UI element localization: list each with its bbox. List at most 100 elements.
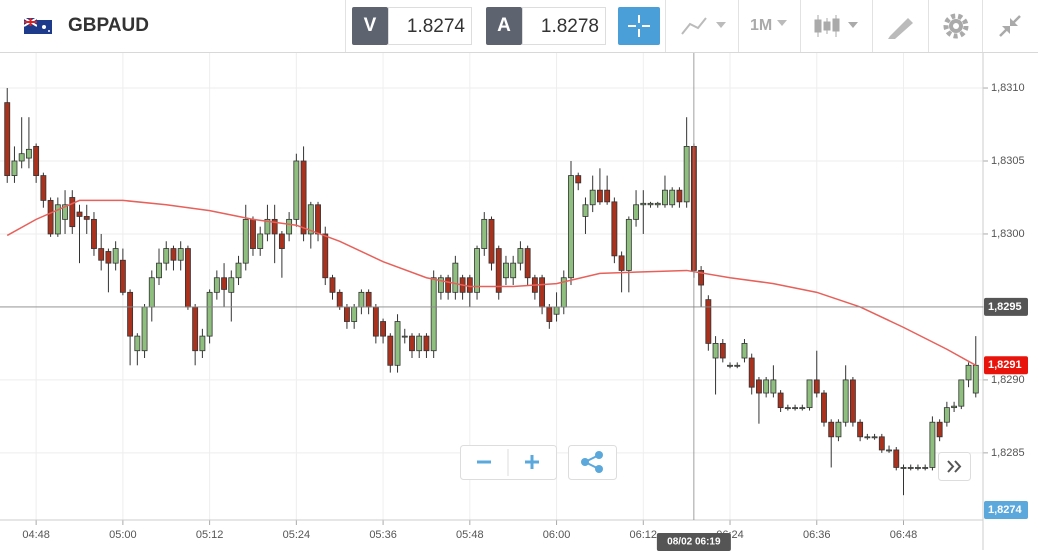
separator: [800, 0, 801, 52]
candle-body: [358, 291, 365, 308]
candle-body: [445, 277, 452, 293]
bid-tag-label: 1,8274: [988, 504, 1023, 516]
candle-body: [423, 335, 430, 352]
candle-body: [271, 218, 278, 235]
chart: 1,8285 1,8290 1,8295 1,8300 1,8305 1,8310 04:4…: [0, 53, 1028, 551]
candle-body: [4, 102, 11, 176]
candle-body: [625, 218, 632, 271]
collapse-button[interactable]: [996, 12, 1024, 40]
separator: [665, 0, 666, 52]
candle-body: [163, 248, 170, 264]
candle-body: [618, 255, 625, 271]
candle-body: [372, 306, 379, 337]
x-tick-label: 06:12: [630, 529, 658, 541]
y-tick-label: 1,8285: [991, 447, 1025, 459]
candle-body: [756, 379, 762, 394]
scroll-right-button[interactable]: [938, 452, 972, 482]
bid-tag: [984, 501, 1028, 519]
candle-body: [821, 392, 827, 423]
candle-body: [741, 343, 748, 359]
candle-body: [33, 146, 40, 176]
candle-body: [958, 379, 965, 407]
moving-average: [6, 199, 977, 366]
candle-body: [315, 204, 321, 235]
candle-body: [835, 421, 842, 438]
candle-body: [676, 189, 683, 203]
candle-body: [662, 189, 668, 206]
share-button[interactable]: [568, 445, 618, 481]
candle-body: [770, 379, 777, 394]
candle-body: [213, 277, 220, 293]
timeframe-button[interactable]: 1M: [750, 17, 773, 34]
last-price-tag: [984, 356, 1028, 375]
candle-body: [886, 449, 892, 452]
candle-body: [76, 211, 83, 217]
symbol: GBPAUD: [68, 15, 149, 36]
flag-icon: [24, 18, 52, 34]
candle-body: [553, 306, 560, 315]
candle-body: [640, 202, 647, 206]
x-tick-label: 06:00: [543, 529, 571, 541]
candle-body: [712, 343, 719, 359]
candle-body: [936, 421, 943, 438]
last-price-label: 1,8291: [988, 359, 1022, 371]
candle-body: [871, 436, 878, 439]
candle-button[interactable]: [812, 12, 862, 40]
draw-button[interactable]: [886, 12, 916, 40]
candle-body: [221, 277, 227, 290]
candle-body: [300, 160, 307, 235]
candle-body: [893, 449, 900, 468]
separator: [738, 0, 739, 52]
candle-body: [416, 335, 423, 352]
candle-body: [503, 262, 509, 279]
candle-body: [524, 248, 531, 279]
candle-body: [307, 204, 314, 235]
y-tick-label: 1,8290: [991, 374, 1025, 386]
bid-label: V: [352, 7, 388, 45]
candle-body: [719, 343, 726, 359]
candle-body: [365, 291, 372, 308]
candle-body: [148, 277, 155, 308]
x-tick-label: 06:36: [803, 529, 831, 541]
chart-type-button[interactable]: [680, 14, 730, 38]
separator: [928, 0, 929, 52]
ask-price[interactable]: 1.8278: [522, 7, 606, 45]
candle-body: [18, 153, 25, 162]
candle-body: [437, 277, 444, 293]
candle-body: [119, 259, 126, 293]
settings-button[interactable]: [942, 12, 970, 40]
candle-body: [647, 202, 654, 206]
candle-body: [972, 364, 979, 394]
zoom-in[interactable]: [525, 455, 539, 469]
crosshair-x-label: 08/02 06:19: [667, 537, 721, 548]
candle-body: [401, 335, 408, 338]
candle-body: [575, 175, 582, 184]
candle-body: [105, 251, 112, 264]
candle-body: [134, 335, 141, 352]
dropdown-arrow: [777, 20, 787, 26]
toolbar: GBPAUD V 1.8274 A 1.8278 1M: [0, 0, 1038, 53]
candle-body: [654, 202, 661, 206]
crosshair-x-tag: [656, 533, 731, 551]
y-tick-label: 1,8310: [991, 82, 1025, 94]
candle-body: [849, 379, 856, 423]
candle-body: [394, 321, 401, 366]
candle-body: [286, 218, 293, 235]
candle-body: [380, 321, 387, 337]
y-tick-label: 1,8305: [991, 155, 1025, 167]
candle-body: [452, 262, 459, 293]
x-tick-label: 05:36: [369, 529, 397, 541]
candle-body: [763, 379, 770, 394]
candle-body: [54, 204, 61, 235]
candle-body: [112, 248, 119, 264]
crosshair-button[interactable]: [618, 7, 660, 45]
candle-body: [11, 160, 18, 176]
candle-body: [40, 175, 47, 201]
candle-body: [568, 175, 574, 279]
candle-body: [539, 277, 546, 308]
candle-body: [705, 299, 712, 344]
candle-body: [91, 218, 97, 249]
zoom-controls: [460, 445, 557, 480]
bid-price[interactable]: 1.8274: [388, 7, 472, 45]
